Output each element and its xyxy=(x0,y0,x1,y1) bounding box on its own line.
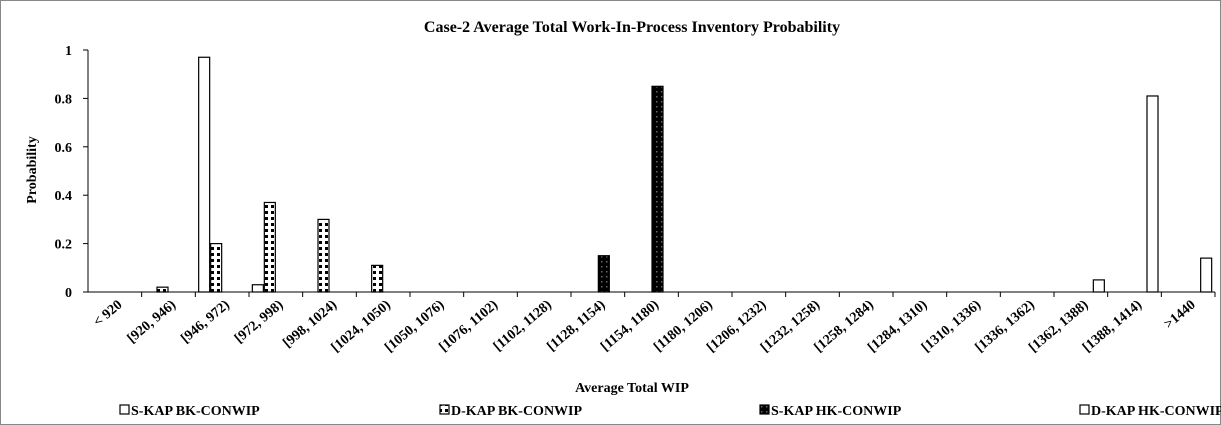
y-tick-label: 1 xyxy=(65,44,72,59)
bar xyxy=(210,243,223,293)
y-tick-label: 0.2 xyxy=(55,238,73,253)
y-tick-label: 0 xyxy=(65,286,72,301)
legend-swatch xyxy=(1079,404,1090,415)
bar xyxy=(263,201,276,293)
bar xyxy=(1146,95,1159,293)
x-axis-label: Average Total WIP xyxy=(575,381,689,396)
legend-label: S-KAP HK-CONWIP xyxy=(771,404,902,419)
bar xyxy=(156,286,169,293)
legend-label: D-KAP HK-CONWIP xyxy=(1091,404,1221,419)
legend-label: D-KAP BK-CONWIP xyxy=(451,404,583,419)
bar xyxy=(198,56,211,293)
chart-title: Case-2 Average Total Work-In-Process Inv… xyxy=(424,19,840,36)
bar xyxy=(371,264,384,293)
bar xyxy=(651,85,664,293)
bar xyxy=(251,284,264,293)
legend-swatch xyxy=(439,404,450,415)
y-axis-label: Probability xyxy=(25,136,40,203)
bar xyxy=(1092,279,1105,293)
y-tick-label: 0.8 xyxy=(55,92,73,107)
bar xyxy=(317,218,330,293)
bar xyxy=(597,255,610,293)
legend-swatch xyxy=(119,404,130,415)
y-tick-label: 0.4 xyxy=(55,189,73,204)
bar xyxy=(1200,257,1213,293)
legend-swatch xyxy=(759,404,770,415)
y-tick-label: 0.6 xyxy=(55,141,73,156)
legend-label: S-KAP BK-CONWIP xyxy=(131,404,260,419)
